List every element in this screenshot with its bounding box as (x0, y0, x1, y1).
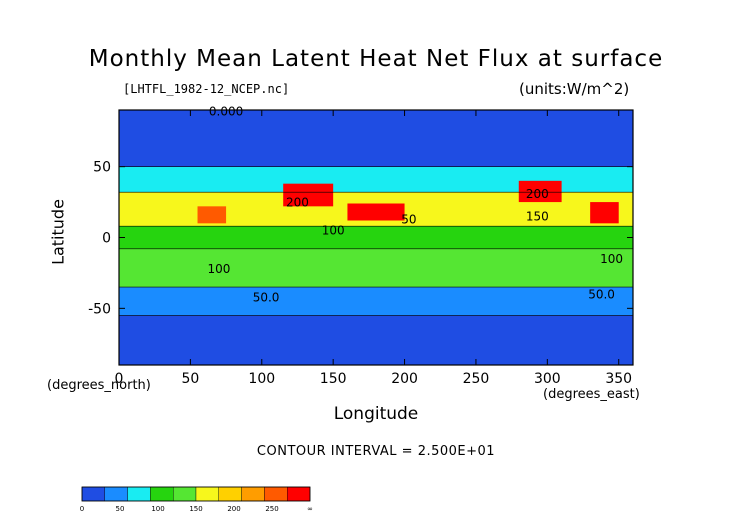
colorbar: 0 50 100 150 200 250 ∞ (80, 486, 313, 513)
colorbar-frame (81, 486, 311, 502)
colorbar-swatch (264, 486, 288, 502)
chart-title: Monthly Mean Latent Heat Net Flux at sur… (88, 46, 664, 72)
colorbar-swatch (127, 486, 151, 502)
x-unit-label: (degrees_east) (543, 387, 640, 402)
x-tick-label: 50 (181, 371, 199, 387)
colorbar-label: 150 (189, 505, 202, 513)
contour-interval: CONTOUR INTERVAL = 2.500E+01 (256, 444, 496, 459)
x-tick-label: 300 (534, 371, 561, 387)
colorbar-label: 0 (80, 505, 84, 513)
y-tick-label: 50 (93, 160, 111, 176)
colorbar-swatch (81, 486, 105, 502)
contour-label: 0.000 (209, 105, 243, 119)
contour-labels: 0.000 200 50 100 100 50.0 200 150 100 50.0 (207, 105, 623, 305)
contour-label: 100 (322, 224, 345, 238)
contour-label: 100 (207, 262, 230, 276)
field-region (119, 110, 633, 167)
x-axis-title: Longitude (333, 404, 419, 424)
colorbar-swatch (241, 486, 265, 502)
field-region (119, 287, 633, 316)
contour-layer (119, 166, 633, 316)
colorbar-swatch (104, 486, 128, 502)
x-axis: 0 50 100 150 200 250 300 350 (115, 110, 632, 387)
field-region (119, 315, 633, 365)
colorbar-label: 100 (151, 505, 164, 513)
contour-label: 50.0 (588, 287, 615, 301)
colorbar-swatch (150, 486, 174, 502)
x-tick-label: 0 (115, 371, 124, 387)
y-tick-label: -50 (88, 301, 111, 317)
file-label: [LHTFL_1982-12_NCEP.nc] (123, 82, 290, 96)
x-tick-label: 200 (391, 371, 418, 387)
x-tick-label: 350 (605, 371, 632, 387)
field-region (347, 203, 405, 221)
contour-label: 50 (401, 212, 416, 226)
contour-label: 200 (526, 187, 549, 201)
colorbar-swatch (172, 486, 197, 502)
x-tick-label: 100 (248, 371, 275, 387)
contour-label: 100 (600, 252, 623, 266)
units-label: (units:W/m^2) (519, 80, 630, 98)
field-region (590, 202, 619, 224)
colorbar-swatch (218, 486, 242, 502)
contour-label: 150 (526, 210, 549, 224)
field-region (119, 226, 633, 249)
field-region (518, 180, 562, 203)
colorbar-swatch (195, 486, 219, 502)
x-tick-label: 250 (463, 371, 490, 387)
contour-label: 200 (286, 195, 309, 209)
colorbar-label: 250 (265, 505, 278, 513)
y-unit-label: (degrees_north) (47, 378, 151, 393)
contour-label: 50.0 (253, 290, 280, 304)
field-region (283, 183, 334, 207)
colorbar-swatch (287, 486, 311, 502)
colorbar-label: 200 (227, 505, 240, 513)
y-tick-label: 0 (102, 231, 111, 247)
field-layer (119, 110, 633, 365)
colorbar-label: ∞ (307, 505, 313, 513)
x-tick-label: 150 (320, 371, 347, 387)
y-axis: -50 0 50 (88, 160, 633, 317)
colorbar-label: 50 (116, 505, 125, 513)
field-region (119, 248, 633, 288)
field-region (197, 206, 227, 224)
